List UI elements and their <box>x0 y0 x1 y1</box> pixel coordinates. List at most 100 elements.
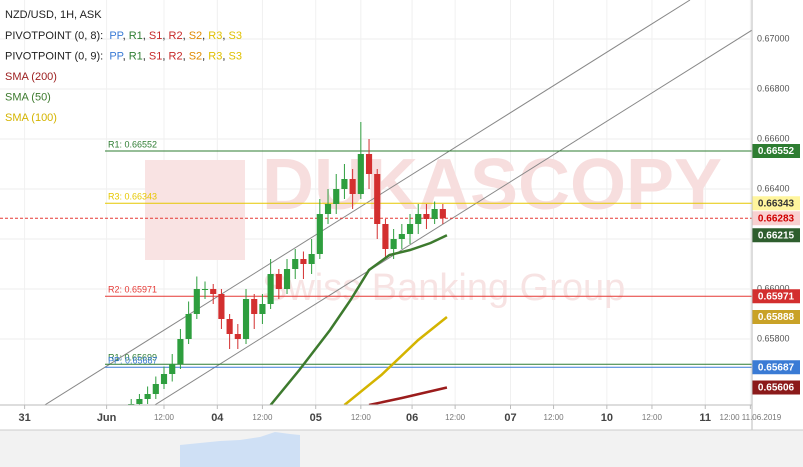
candle-body <box>308 254 315 264</box>
candle-body <box>382 224 389 249</box>
watermark-logo <box>145 160 245 260</box>
level-label: R1: 0.66552 <box>108 139 157 149</box>
pivot-separator: , <box>143 50 149 62</box>
watermark-subtext: Swiss Banking Group <box>262 267 625 309</box>
candle-body <box>226 319 233 334</box>
candle-body <box>160 374 168 384</box>
x-tick-label: 06 <box>406 412 418 424</box>
price-tag-label: 0.66343 <box>758 198 795 209</box>
pivot-item: S2 <box>189 30 202 42</box>
candle-body <box>169 364 176 374</box>
pivot-separator: , <box>143 30 149 42</box>
channel-line <box>43 0 691 405</box>
sma-line <box>368 386 448 405</box>
candle-body <box>234 334 241 339</box>
pivot-separator: , <box>183 30 189 42</box>
pivot-legend: PIVOTPOINT (0, 9):, PP, R1, S1, R2, S2, … <box>5 50 242 62</box>
price-tag-label: 0.65971 <box>758 291 795 302</box>
candle-body <box>423 214 430 219</box>
sma-line <box>269 234 448 405</box>
y-tick-label: 0.66400 <box>757 183 790 193</box>
candle-body <box>275 274 282 289</box>
price-tags: 0.66552 0.66343 0.66283 0.66215 0.65971 0.658… <box>752 144 800 395</box>
candle-body <box>242 299 250 339</box>
pivot-item: R1 <box>129 30 143 42</box>
candle-body <box>251 299 258 314</box>
price-tag <box>752 360 800 375</box>
candle-body <box>439 209 446 219</box>
navigator <box>0 429 803 467</box>
legend-entry: SMA (50) <box>5 91 51 103</box>
x-tick-label: 12:00 <box>252 413 273 422</box>
pivot-separator: , <box>123 50 129 62</box>
price-tag-label: 0.66552 <box>758 146 795 157</box>
price-tag <box>752 228 800 243</box>
pivot-item: PP <box>109 50 123 62</box>
price-tag <box>752 144 800 158</box>
pivot-item: R2 <box>169 30 183 42</box>
plot <box>128 122 448 405</box>
x-tick-label: 10 <box>601 412 613 424</box>
candle-body <box>300 259 307 264</box>
price-tag <box>752 196 800 211</box>
x-tick-label: 12:00 <box>544 413 565 422</box>
pivot-item: R3 <box>208 30 222 42</box>
x-tick-label: 11 <box>699 412 711 424</box>
grid: 0.670000.668000.666000.664000.662000.660… <box>0 0 790 424</box>
candle-body <box>415 214 422 224</box>
candle-body <box>341 179 348 189</box>
watermark-text: DUKASCOPY <box>262 145 722 225</box>
legend-entry: SMA (100) <box>5 112 57 124</box>
price-tag-label: 0.65888 <box>758 312 795 323</box>
pivot-item: PP <box>109 30 123 42</box>
candle-body <box>398 234 405 239</box>
channel-line <box>153 29 752 405</box>
candle-body <box>177 339 184 364</box>
pivot-item: R2 <box>169 50 183 62</box>
price-tag <box>752 310 800 324</box>
x-tick-label: 12:00 <box>351 413 372 422</box>
x-tick-label: 12:00 <box>445 413 466 422</box>
level-label: R2: 0.65971 <box>108 285 157 295</box>
trendlines <box>43 0 752 405</box>
candle-body <box>349 179 356 194</box>
candle-body <box>316 214 323 254</box>
pivot-item: R3 <box>208 50 222 62</box>
pivot-legend-label: PIVOTPOINT (0, 8): <box>5 30 103 42</box>
level-label: R3: 0.66343 <box>108 192 157 202</box>
x-tick-label: 31 <box>18 412 30 424</box>
candle-body <box>267 274 274 304</box>
candle-body <box>144 394 151 399</box>
pivot-legend: PIVOTPOINT (0, 8):, PP, R1, S1, R2, S2, … <box>5 30 242 42</box>
candle-body <box>193 289 200 314</box>
price-tag <box>752 289 800 304</box>
pivot-item: S2 <box>189 50 202 62</box>
pivot-separator: , <box>202 50 208 62</box>
price-tag-label: 0.66283 <box>758 213 795 224</box>
candle-body <box>390 239 397 249</box>
chart-title: NZD/USD, 1H, ASK <box>5 9 102 21</box>
pivot-separator: , <box>202 30 208 42</box>
candle-body <box>152 384 159 394</box>
pivot-separator: , <box>183 50 189 62</box>
x-tick-label: 04 <box>211 412 224 424</box>
pivot-separator: , <box>162 50 168 62</box>
legend-entry: SMA (200) <box>5 71 57 83</box>
price-tag <box>752 211 800 226</box>
sma-line <box>343 316 448 405</box>
candle-body <box>259 304 266 314</box>
x-tick-label: Jun <box>97 412 117 424</box>
y-tick-label: 0.67000 <box>757 33 790 43</box>
pivot-separator: , <box>123 30 129 42</box>
pivot-item: S1 <box>149 30 162 42</box>
pivot-separator: , <box>162 30 168 42</box>
level-label: R1: 0.65699 <box>108 353 157 363</box>
x-tick-label: 12:00 <box>642 413 663 422</box>
x-tick-label: 12:00 11.06.2019 <box>720 413 782 422</box>
x-tick-label: 05 <box>310 412 322 424</box>
pivot-item: S3 <box>228 30 241 42</box>
price-tag-label: 0.65687 <box>758 362 795 373</box>
candle-body <box>292 259 299 269</box>
price-tag-label: 0.65606 <box>758 383 795 394</box>
